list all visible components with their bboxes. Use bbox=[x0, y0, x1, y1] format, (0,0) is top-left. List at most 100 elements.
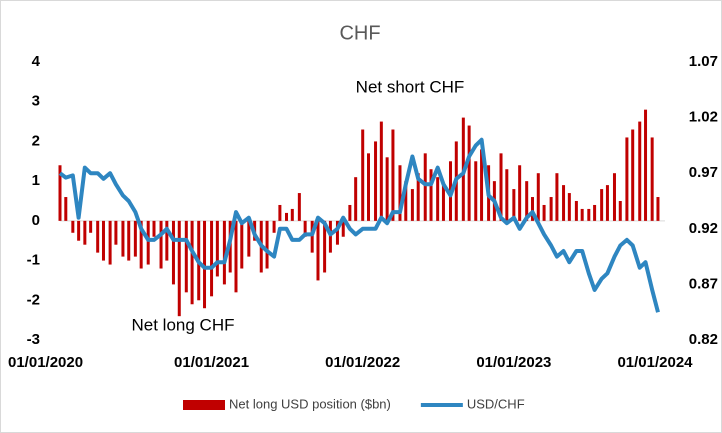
bar bbox=[127, 220, 131, 261]
bar bbox=[335, 220, 339, 245]
bar bbox=[114, 220, 118, 245]
x-tick-label: 01/01/2023 bbox=[476, 354, 551, 371]
bar bbox=[247, 220, 251, 257]
y-tick-label: 4 bbox=[32, 53, 41, 70]
bar bbox=[593, 204, 597, 221]
y2-tick-label: 1.07 bbox=[689, 53, 718, 70]
bar bbox=[367, 153, 371, 221]
bar bbox=[605, 185, 609, 221]
bar bbox=[549, 197, 553, 221]
bar bbox=[348, 204, 352, 221]
bar bbox=[385, 157, 389, 221]
bar bbox=[391, 129, 395, 221]
bar bbox=[89, 220, 93, 233]
bar bbox=[121, 220, 125, 257]
bar bbox=[600, 189, 604, 221]
bar bbox=[133, 220, 137, 257]
bar bbox=[436, 177, 440, 221]
bar bbox=[429, 169, 433, 221]
bar bbox=[203, 220, 207, 309]
bar bbox=[404, 181, 408, 221]
y-tick-label: 3 bbox=[32, 93, 40, 110]
bar bbox=[184, 220, 188, 293]
y-tick-label: -2 bbox=[27, 291, 40, 308]
bar bbox=[215, 220, 219, 277]
bar bbox=[580, 208, 584, 221]
bar bbox=[108, 220, 112, 265]
x-tick-label: 01/01/2020 bbox=[8, 354, 83, 371]
bar bbox=[656, 197, 660, 221]
y2-tick-label: 0.97 bbox=[689, 164, 718, 181]
bar bbox=[152, 220, 156, 237]
bar bbox=[618, 201, 622, 221]
bar bbox=[525, 181, 529, 221]
bar bbox=[101, 220, 105, 261]
bar bbox=[146, 220, 150, 265]
bar bbox=[159, 220, 163, 269]
bar bbox=[530, 197, 534, 221]
bar bbox=[272, 220, 276, 233]
bar bbox=[234, 220, 238, 293]
bar bbox=[210, 220, 214, 297]
y2-tick-label: 0.92 bbox=[689, 220, 718, 237]
bar bbox=[58, 165, 62, 221]
bar bbox=[587, 208, 591, 221]
bar bbox=[480, 149, 484, 221]
y-tick-label: -1 bbox=[27, 252, 40, 269]
y-tick-label: 0 bbox=[32, 212, 40, 229]
bar bbox=[316, 220, 320, 281]
bar bbox=[416, 173, 420, 221]
bar bbox=[77, 220, 81, 241]
bar bbox=[64, 197, 68, 221]
bar bbox=[96, 220, 100, 253]
bar bbox=[536, 173, 540, 221]
bar bbox=[177, 220, 181, 317]
bar bbox=[303, 220, 307, 237]
bar bbox=[328, 220, 332, 253]
bar bbox=[278, 204, 282, 221]
bar bbox=[240, 220, 244, 269]
bar bbox=[190, 220, 194, 305]
y2-tick-label: 0.87 bbox=[689, 275, 718, 292]
bar bbox=[297, 193, 301, 221]
bar bbox=[165, 220, 169, 261]
bar bbox=[638, 121, 642, 221]
bar bbox=[285, 212, 289, 221]
y-tick-label: -3 bbox=[27, 331, 40, 348]
bar bbox=[644, 109, 648, 221]
bar bbox=[265, 220, 269, 269]
bar bbox=[567, 193, 571, 221]
annotation: Net short CHF bbox=[356, 77, 465, 96]
bar bbox=[612, 173, 616, 221]
bar bbox=[518, 165, 522, 221]
x-tick-label: 01/01/2022 bbox=[325, 354, 400, 371]
annotation: Net long CHF bbox=[132, 315, 235, 334]
bar bbox=[631, 129, 635, 221]
bar bbox=[222, 220, 226, 285]
bar bbox=[139, 220, 143, 269]
bar bbox=[555, 173, 559, 221]
bar bbox=[499, 153, 503, 221]
bar bbox=[290, 208, 294, 221]
bar bbox=[467, 125, 471, 221]
line bbox=[58, 137, 660, 313]
y2-tick-label: 0.82 bbox=[689, 331, 718, 348]
bar bbox=[171, 220, 175, 285]
bar bbox=[410, 189, 414, 221]
bar bbox=[379, 121, 383, 221]
bar bbox=[650, 137, 654, 221]
x-tick-label: 01/01/2021 bbox=[174, 354, 249, 371]
bar bbox=[354, 177, 358, 221]
bar bbox=[423, 153, 427, 221]
bar bbox=[542, 204, 546, 221]
bar bbox=[83, 220, 87, 245]
bar bbox=[574, 201, 578, 221]
bar bbox=[562, 185, 566, 221]
bar bbox=[310, 220, 314, 253]
bar bbox=[625, 137, 629, 221]
bar bbox=[512, 189, 516, 221]
bar bbox=[474, 161, 478, 221]
bar bbox=[361, 129, 365, 221]
bar bbox=[323, 220, 327, 273]
